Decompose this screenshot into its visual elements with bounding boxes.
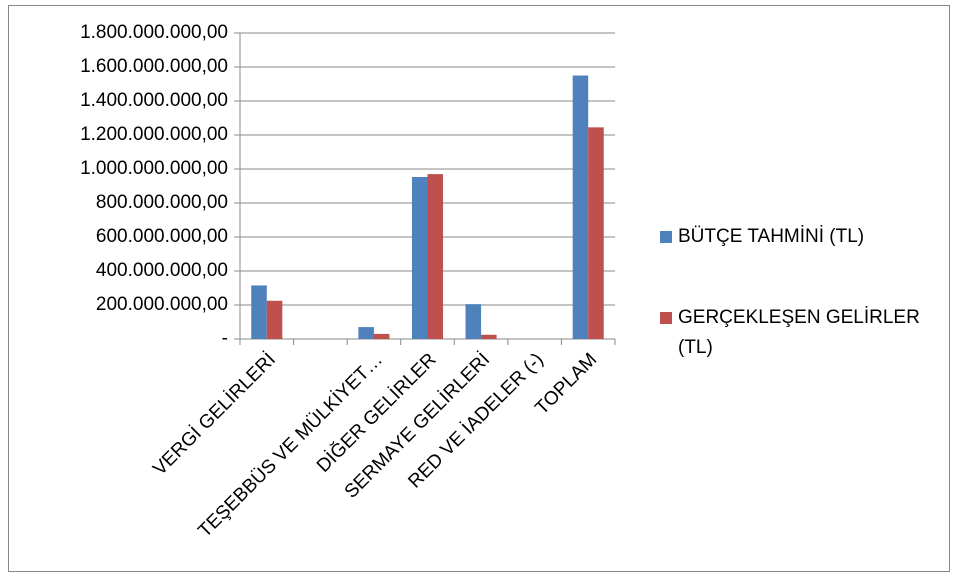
bar [411,176,428,339]
bar [572,75,589,339]
bar [481,334,497,339]
y-tick-label: 1.800.000.000,00 [80,22,228,43]
legend-label: GERÇEKLEŞEN GELİRLER (TL) [678,307,920,358]
bar [588,127,604,339]
bar [427,174,444,339]
y-tick-label: 1.000.000.000,00 [80,158,228,179]
legend-item: GERÇEKLEŞEN GELİRLER (TL) [660,303,948,363]
bar [251,285,267,339]
y-tick-label: 1.400.000.000,00 [80,90,228,111]
bar [465,304,482,339]
y-tick-label: 400.000.000,00 [96,260,228,281]
chart-border [8,5,950,572]
y-tick-label: 600.000.000,00 [96,226,228,247]
bar [266,300,283,339]
legend-label: BÜTÇE TAHMİNİ (TL) [678,226,865,247]
bar [373,333,390,339]
legend-swatch [660,231,672,243]
legend-swatch [660,312,672,324]
legend-item: BÜTÇE TAHMİNİ (TL) [660,222,948,252]
y-tick-label: 1.200.000.000,00 [80,124,228,145]
bar [358,327,374,339]
y-tick-label: 1.600.000.000,00 [80,56,228,77]
y-tick-label: - [222,328,228,349]
y-tick-label: 800.000.000,00 [96,192,228,213]
y-tick-label: 200.000.000,00 [96,294,228,315]
